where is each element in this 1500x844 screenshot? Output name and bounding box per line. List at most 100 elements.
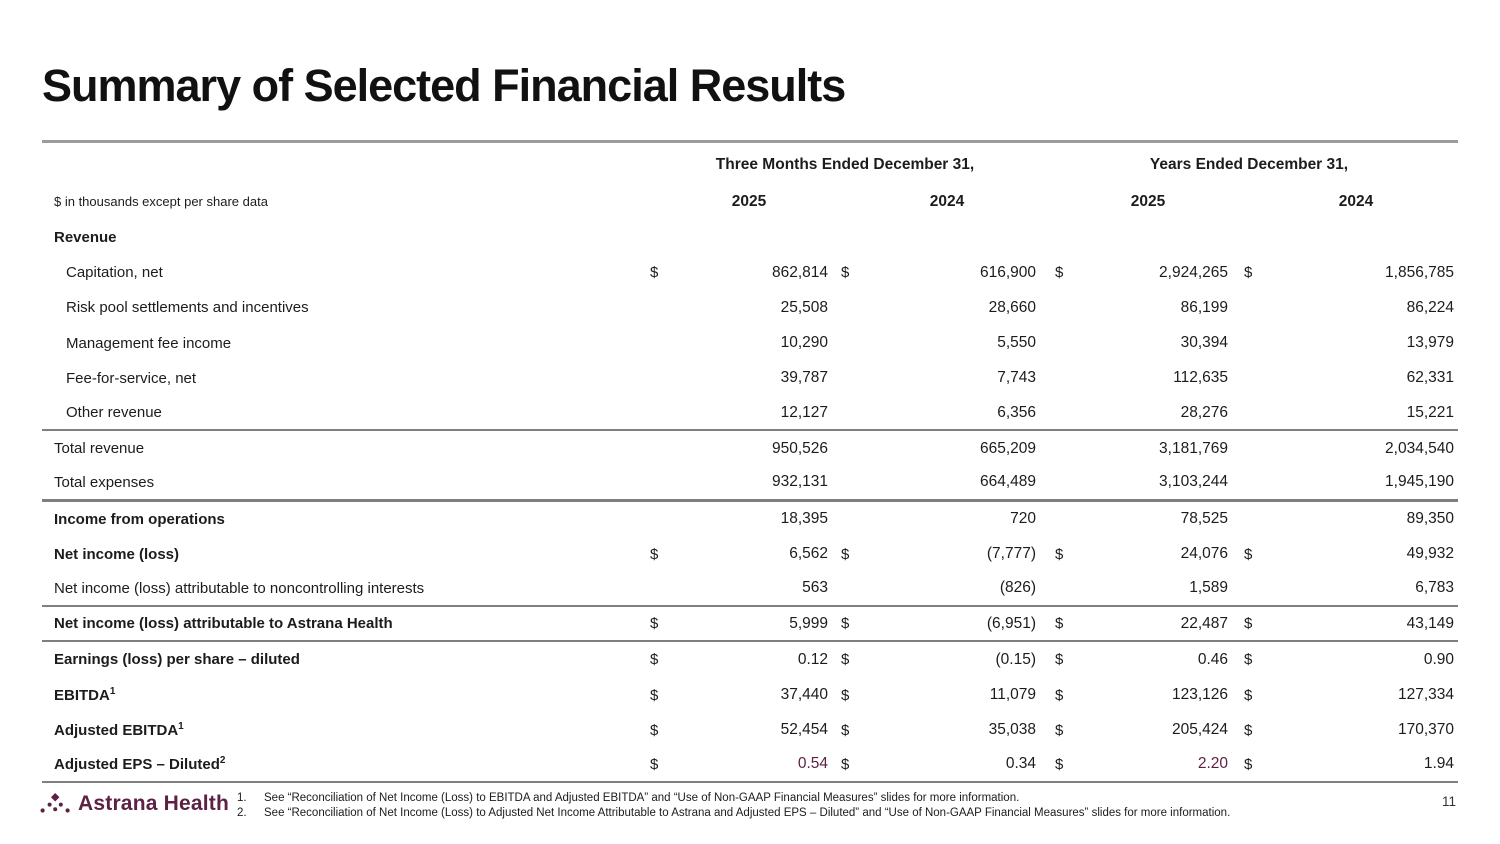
row-value: 0.54 [797,755,828,773]
row-value: 205,424 [1171,721,1228,739]
dollar-sign: $ [650,651,659,669]
row-value: 6,562 [789,545,828,563]
dollar-sign: $ [841,651,850,669]
table-row: Total expenses 932,131 664,489 3,103,244 1,9… [42,466,1458,502]
row-value: 0.12 [797,650,828,668]
row-label: Total revenue [54,440,145,458]
row-label: Adjusted EPS – Diluted2 [54,754,226,773]
table-body: Revenue Capitation, net $862,814 $616,900 $2… [42,220,1458,783]
dollar-sign: $ [841,686,850,704]
row-value: 5,999 [789,614,828,632]
year-header-row: $ in thousands except per share data 202… [42,183,1458,220]
row-value: 112,635 [1173,369,1228,387]
row-label: EBITDA1 [54,685,116,704]
table-row: Fee-for-service, net 39,787 7,743 112,635 62… [42,361,1458,396]
dollar-sign: $ [1244,721,1253,739]
row-value: 37,440 [780,686,828,704]
row-value: 52,454 [780,721,828,739]
row-value: 950,526 [771,439,828,457]
row-label: Fee-for-service, net [66,369,197,387]
astrana-logo-icon [40,792,70,813]
dollar-sign: $ [1055,755,1064,773]
row-value: 170,370 [1397,721,1454,739]
row-value: 86,224 [1406,298,1454,316]
row-value: 862,814 [771,263,828,281]
row-value: 11,079 [989,686,1036,704]
dollar-sign: $ [1055,545,1064,563]
row-value: 720 [1010,510,1036,528]
col-group-years: Years Ended December 31, [1149,155,1349,173]
row-value: 665,209 [979,439,1036,457]
row-label: Revenue [54,229,117,247]
table-row: Other revenue 12,127 6,356 28,276 15,221 [42,396,1458,432]
row-value: 2.20 [1197,755,1228,773]
row-value: (7,777) [986,545,1036,563]
row-value: 62,331 [1406,369,1454,387]
row-value: 0.90 [1423,650,1454,668]
astrana-health-logo: Astrana Health [40,792,229,816]
col-group-three-months: Three Months Ended December 31, [715,155,975,173]
row-value: 18,395 [780,510,828,528]
footnote-number: 2. [237,807,247,819]
row-value: 1,945,190 [1385,473,1454,491]
dollar-sign: $ [841,615,850,633]
row-value: 12,127 [780,403,828,421]
row-value: 25,508 [780,298,828,316]
row-value: 127,334 [1397,686,1454,704]
row-value: 3,103,244 [1159,473,1228,491]
title-divider [42,140,1458,143]
row-label: Net income (loss) [54,545,180,563]
row-value: (0.15) [995,650,1037,668]
page-title: Summary of Selected Financial Results [42,60,846,111]
row-value: 0.46 [1197,650,1228,668]
table-row: Net income (loss) $6,562 $ (7,777) $24,076 $4… [42,537,1458,572]
row-value: 78,525 [1180,510,1228,528]
row-label: Other revenue [66,404,162,422]
row-value: 15,221 [1406,403,1454,421]
row-value: 13,979 [1406,334,1454,352]
row-label: Total expenses [54,473,155,491]
row-value: 49,932 [1406,545,1454,563]
row-label: Risk pool settlements and incentives [66,299,309,317]
page-number: 11 [1441,794,1456,809]
row-value: 35,038 [988,721,1036,739]
table-row: EBITDA1 $37,440 $11,079 $123,126 $127,334 [42,677,1458,712]
row-label: Income from operations [54,510,225,528]
row-value: (6,951) [986,614,1036,632]
dollar-sign: $ [841,545,850,563]
row-value: 43,149 [1406,614,1454,632]
dollar-sign: $ [1244,651,1253,669]
slide-footer: Astrana Health 1. See “Reconciliation of… [0,786,1500,844]
dollar-sign: $ [841,755,850,773]
row-value: 664,489 [979,473,1036,491]
table-row: Capitation, net $862,814 $616,900 $2,924,26… [42,255,1458,290]
footnote-text: See “Reconciliation of Net Income (Loss)… [264,792,1020,804]
row-value: 6,783 [1415,579,1454,597]
logo-wordmark: Astrana Health [78,792,230,815]
column-group-header-row: Three Months Ended December 31, Years En… [42,146,1458,183]
row-value: 30,394 [1180,334,1228,352]
dollar-sign: $ [650,545,659,563]
table-row: Revenue [42,220,1458,255]
row-label: Net income (loss) attributable to noncon… [54,579,425,597]
row-value: 1,589 [1189,579,1228,597]
dollar-sign: $ [650,686,659,704]
dollar-sign: $ [650,615,659,633]
row-label: Net income (loss) attributable to Astran… [54,615,393,633]
row-value: 0.34 [1005,755,1036,773]
dollar-sign: $ [650,721,659,739]
row-value: 86,199 [1180,298,1228,316]
footnotes: 1. See “Reconciliation of Net Income (Lo… [237,792,1230,822]
row-value: 3,181,769 [1159,439,1228,457]
row-value: 2,034,540 [1385,439,1454,457]
row-value: 28,276 [1180,403,1228,421]
footnote-text: See “Reconciliation of Net Income (Loss)… [264,807,1231,819]
row-value: 1.94 [1423,755,1454,773]
dollar-sign: $ [1244,686,1253,704]
dollar-sign: $ [1244,264,1253,282]
row-label: Adjusted EBITDA1 [54,720,184,739]
footnote-1: 1. See “Reconciliation of Net Income (Lo… [237,792,1230,804]
row-value: 7,743 [997,369,1036,387]
dollar-sign: $ [1244,615,1253,633]
row-value: 10,290 [780,334,828,352]
